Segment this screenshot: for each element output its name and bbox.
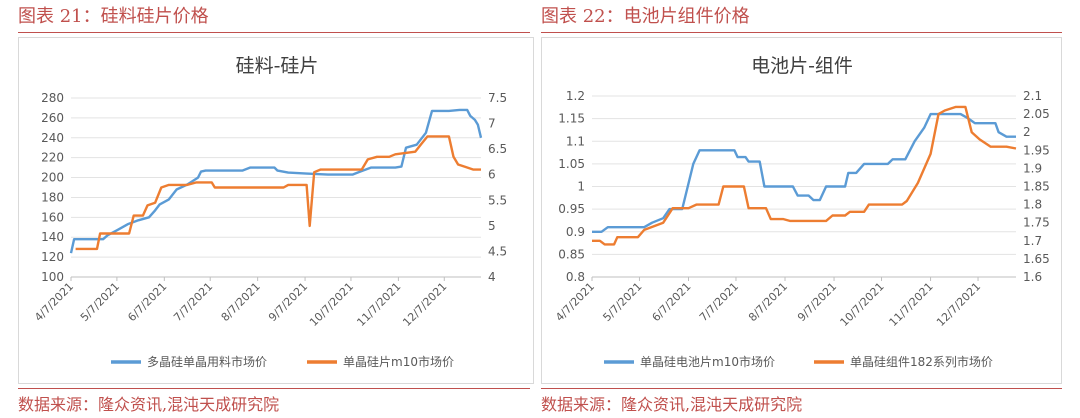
x-tick-label: 6/7/2021: [125, 280, 169, 324]
y-tick-label: 0.95: [558, 202, 585, 216]
figure-21-source: 数据来源：隆众资讯,混沌天成研究院: [18, 395, 280, 414]
series-line-left-axis: [592, 112, 1016, 234]
y-tick-label: 1.2: [566, 89, 585, 103]
chart-cell-module: 电池片-组件 0.8 0.85 0.9 0.95 1 1.05 1.1 1.15 1.2 1.6 1.…: [553, 55, 1050, 369]
figure-22-source-rule: [541, 388, 1062, 389]
x-tick-label: 9/7/2021: [795, 280, 839, 324]
chart-title: 电池片-组件: [751, 55, 853, 77]
y2-tick-label: 6: [488, 168, 496, 182]
y2-tick-label: 6.5: [488, 142, 507, 156]
y2-tick-label: 2.1: [1023, 89, 1042, 103]
figure-21-source-rule: [18, 388, 530, 389]
y2-tick-label: 1.9: [1023, 161, 1042, 175]
y2-tick-label: 4.5: [488, 244, 507, 258]
y2-tick-label: 5: [488, 219, 496, 233]
y2-tick-label: 1.6: [1023, 270, 1042, 284]
legend-label: 单晶硅片m10市场价: [343, 354, 454, 369]
legend-label: 单晶硅电池片m10市场价: [640, 354, 775, 369]
chart-panel-silicon-wafer: 硅料-硅片 100 120 140 160 180 200 220 240 260 280 4 4.5 5…: [18, 37, 534, 384]
x-tick-label: 10/7/2021: [307, 280, 356, 329]
x-tick-label: 10/7/2021: [838, 280, 887, 329]
y-tick-label: 160: [41, 210, 64, 224]
legend-label: 多晶硅单晶用料市场价: [147, 354, 267, 369]
chart-panel-cell-module: 电池片-组件 0.8 0.85 0.9 0.95 1 1.05 1.1 1.15 1.2 1.6 1.…: [541, 37, 1062, 384]
x-tick-label: 5/7/2021: [600, 280, 644, 324]
y2-tick-label: 1.8: [1023, 198, 1042, 212]
y2-tick-label: 2.05: [1023, 107, 1050, 121]
y-tick-label: 1: [577, 180, 585, 194]
y-tick-label: 120: [41, 250, 64, 264]
series-line-left-axis: [69, 108, 483, 254]
y2-tick-label: 1.65: [1023, 252, 1050, 266]
x-tick-label: 4/7/2021: [553, 280, 597, 324]
y-tick-label: 1.15: [558, 112, 585, 126]
y-tick-label: 200: [41, 171, 64, 185]
y-tick-label: 0.9: [566, 225, 585, 239]
y-tick-label: 0.8: [566, 270, 585, 284]
figure-22-source: 数据来源：隆众资讯,混沌天成研究院: [541, 395, 803, 414]
x-tick-label: 7/7/2021: [171, 280, 215, 324]
x-tick-label: 7/7/2021: [697, 280, 741, 324]
y-tick-label: 1.05: [558, 157, 585, 171]
x-tick-label: 8/7/2021: [746, 280, 790, 324]
x-tick-label: 6/7/2021: [650, 280, 694, 324]
y2-tick-label: 7: [488, 117, 496, 131]
y2-tick-label: 1.95: [1023, 143, 1050, 157]
y2-tick-label: 1.75: [1023, 216, 1050, 230]
figure-21-caption-rule: [18, 32, 530, 33]
y-tick-label: 240: [41, 131, 64, 145]
x-tick-label: 4/7/2021: [32, 280, 76, 324]
y-tick-label: 0.85: [558, 247, 585, 261]
y-tick-label: 1.1: [566, 134, 585, 148]
y-tick-label: 100: [41, 270, 64, 284]
x-tick-label: 12/7/2021: [934, 280, 983, 329]
x-tick-label: 5/7/2021: [78, 280, 122, 324]
chart-silicon-wafer: 硅料-硅片 100 120 140 160 180 200 220 240 260 280 4 4.5 5…: [32, 55, 507, 369]
y-tick-label: 220: [41, 151, 64, 165]
series-line-right-axis: [592, 105, 1017, 246]
y-tick-label: 180: [41, 190, 64, 204]
x-tick-label: 11/7/2021: [887, 280, 936, 329]
chart-title: 硅料-硅片: [236, 55, 319, 77]
x-tick-label: 11/7/2021: [354, 280, 403, 329]
y-tick-label: 280: [41, 91, 64, 105]
x-tick-label: 9/7/2021: [266, 280, 310, 324]
figure-22-caption: 图表 22：电池片组件价格: [541, 6, 750, 27]
series-line-right-axis: [75, 135, 481, 251]
y2-tick-label: 7.5: [488, 91, 507, 105]
figure-21-caption: 图表 21：硅料硅片价格: [18, 6, 209, 27]
figure-22-caption-rule: [541, 32, 1062, 33]
x-tick-label: 8/7/2021: [219, 280, 263, 324]
y-tick-label: 140: [41, 230, 64, 244]
y2-tick-label: 5.5: [488, 193, 507, 207]
legend-label: 单晶硅组件182系列市场价: [850, 354, 993, 369]
y2-tick-label: 2: [1023, 125, 1031, 139]
y-tick-label: 260: [41, 111, 64, 125]
y2-tick-label: 4: [488, 270, 496, 284]
x-tick-label: 12/7/2021: [400, 280, 449, 329]
y2-tick-label: 1.7: [1023, 234, 1042, 248]
y2-tick-label: 1.85: [1023, 180, 1050, 194]
